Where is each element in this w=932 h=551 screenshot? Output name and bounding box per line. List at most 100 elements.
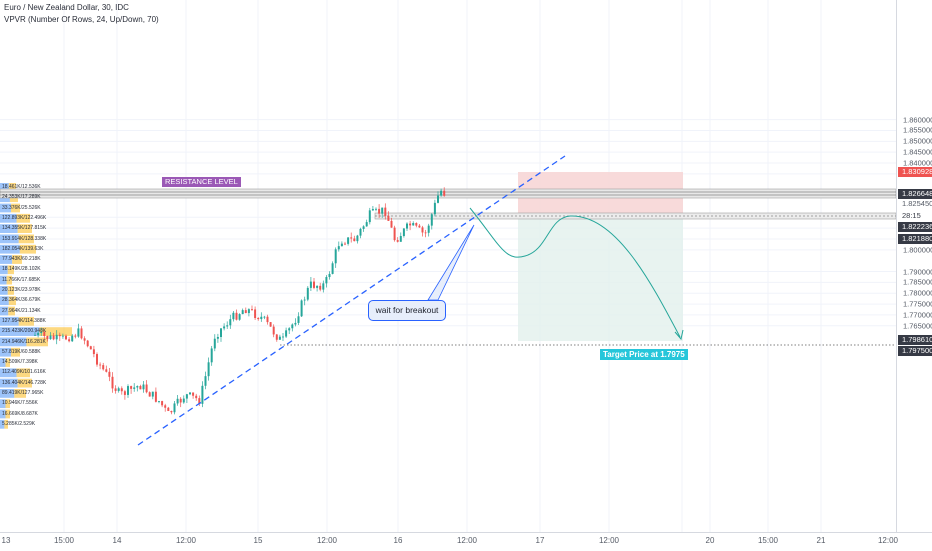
volume-bar-down bbox=[16, 368, 30, 378]
volume-profile-label: 136.404K/146.728K bbox=[2, 379, 47, 386]
candle-body bbox=[145, 384, 148, 393]
time-tick: 12:00 bbox=[316, 536, 338, 545]
volume-profile-label: 127.954K/114.388K bbox=[2, 317, 46, 324]
price-axis[interactable]: 1.860000 1.855000 1.850000 1.845000 1.840000… bbox=[896, 0, 932, 532]
chart-area[interactable]: Euro / New Zealand Dollar, 30, IDC VPVR … bbox=[0, 0, 896, 532]
candle-body bbox=[427, 225, 430, 233]
candle-body bbox=[220, 328, 222, 337]
time-tick: 12:00 bbox=[456, 536, 478, 545]
volume-bar-up bbox=[0, 337, 27, 347]
candle-body bbox=[136, 386, 139, 388]
candle-body bbox=[52, 335, 55, 340]
candle-body bbox=[77, 328, 80, 337]
candle-body bbox=[300, 300, 303, 317]
candle-body bbox=[142, 384, 145, 390]
volume-profile-label: 20.123K/23.978K bbox=[2, 287, 41, 293]
volume-profile-label: 33.376K/25.526K bbox=[2, 204, 41, 211]
price-badge: 1.822236 bbox=[898, 222, 932, 232]
volume-profile-label: 28.364K/36.679K bbox=[2, 297, 41, 304]
candle-body bbox=[378, 208, 381, 214]
candle-body bbox=[244, 310, 247, 314]
volume-profile-label: 24.353K/17.289K bbox=[2, 194, 41, 201]
candle-body bbox=[83, 338, 86, 341]
candle-body bbox=[201, 385, 204, 404]
candle-body bbox=[325, 277, 328, 284]
candle-body bbox=[433, 202, 436, 215]
candle-body bbox=[390, 220, 393, 228]
candle-body bbox=[288, 328, 291, 331]
candle-body bbox=[154, 391, 157, 402]
price-tick: 1.840000 bbox=[903, 158, 932, 168]
resistance-label[interactable]: RESISTANCE LEVEL bbox=[162, 177, 241, 187]
time-tick: 20 bbox=[705, 536, 715, 545]
price-tick: 1.845000 bbox=[903, 147, 932, 157]
candle-body bbox=[269, 322, 272, 327]
candle-body bbox=[402, 228, 405, 237]
volume-profile-label: 214.946K/116.281K bbox=[2, 338, 46, 345]
candle-body bbox=[375, 208, 377, 210]
reward-zone[interactable] bbox=[518, 217, 683, 341]
volume-profile-label: 18.461K/12.536K bbox=[2, 184, 41, 190]
volume-bar-down bbox=[16, 213, 30, 223]
volume-profile-label: 11.766K/17.685K bbox=[2, 276, 41, 283]
price-tick: 1.770000 bbox=[903, 310, 932, 320]
volume-bar-up bbox=[0, 213, 17, 223]
price-badge: 1.797500 bbox=[898, 346, 932, 356]
price-badge: 28:15 bbox=[898, 211, 932, 221]
candle-body bbox=[381, 207, 384, 214]
volume-bar-up bbox=[0, 255, 13, 264]
trendline[interactable] bbox=[137, 155, 566, 446]
indicator-label[interactable]: VPVR (Number Of Rows, 24, Up/Down, 70) bbox=[4, 15, 159, 24]
candle-body bbox=[130, 386, 133, 389]
volume-bar-down bbox=[17, 224, 32, 233]
candle-body bbox=[123, 391, 126, 395]
candle-body bbox=[263, 316, 266, 318]
candle-body bbox=[303, 299, 306, 301]
price-tick: 1.780000 bbox=[903, 288, 932, 298]
volume-bar-up bbox=[0, 306, 9, 316]
candle-body bbox=[415, 223, 418, 226]
chart-title: Euro / New Zealand Dollar, 30, IDC bbox=[4, 3, 129, 12]
candle-body bbox=[412, 223, 415, 226]
volume-bar-down bbox=[7, 286, 14, 295]
candle-body bbox=[167, 407, 170, 412]
candle-body bbox=[334, 249, 337, 264]
volume-profile-label: 89.419K/127.965K bbox=[2, 390, 44, 396]
candle-body bbox=[437, 195, 439, 203]
price-chart[interactable] bbox=[0, 0, 896, 532]
target-label[interactable]: Target Price at 1.7975 bbox=[600, 349, 688, 360]
volume-profile-label: 27.964K/21.134K bbox=[2, 307, 41, 314]
candle-body bbox=[247, 309, 250, 314]
candle-body bbox=[257, 318, 260, 320]
volume-bar-down bbox=[7, 265, 14, 275]
time-tick: 12:00 bbox=[598, 536, 620, 545]
candle-body bbox=[34, 334, 36, 336]
projection-path[interactable] bbox=[469, 207, 681, 338]
volume-bar-up bbox=[0, 224, 18, 233]
price-tick: 1.860000 bbox=[903, 115, 932, 125]
candle-body bbox=[350, 237, 353, 239]
candle-body bbox=[80, 328, 83, 339]
time-tick: 14 bbox=[112, 536, 122, 545]
volume-bar-up bbox=[0, 183, 9, 192]
breakout-callout[interactable]: wait for breakout bbox=[368, 300, 446, 321]
volume-profile-label: 77.943K/60.218K bbox=[2, 256, 41, 263]
candle-body bbox=[275, 334, 278, 340]
volume-bar-up bbox=[0, 316, 19, 326]
volume-bar-up bbox=[0, 358, 6, 367]
candle-body bbox=[266, 316, 269, 323]
candle-body bbox=[108, 371, 111, 377]
resistance-zone[interactable] bbox=[0, 188, 896, 199]
candle-body bbox=[65, 335, 67, 340]
time-axis[interactable]: 13 15:00 14 12:00 15 12:00 16 12:00 17 12:00 20 15:… bbox=[0, 532, 932, 551]
candle-body bbox=[226, 325, 229, 327]
candle-body bbox=[99, 364, 102, 366]
volume-profile-label: 182.054K/139.63K bbox=[2, 245, 44, 252]
candle-body bbox=[421, 227, 424, 233]
volume-bar-up bbox=[0, 399, 6, 409]
candle-body bbox=[384, 207, 387, 216]
volume-profile-label: 122.893K/122.496K bbox=[2, 214, 47, 221]
candle-body bbox=[294, 322, 297, 325]
candle-body bbox=[37, 333, 40, 335]
candle-body bbox=[151, 391, 154, 397]
